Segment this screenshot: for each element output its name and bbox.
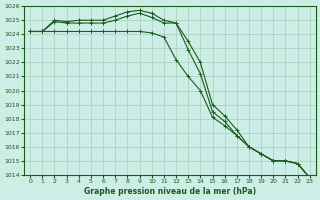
X-axis label: Graphe pression niveau de la mer (hPa): Graphe pression niveau de la mer (hPa) [84, 187, 256, 196]
